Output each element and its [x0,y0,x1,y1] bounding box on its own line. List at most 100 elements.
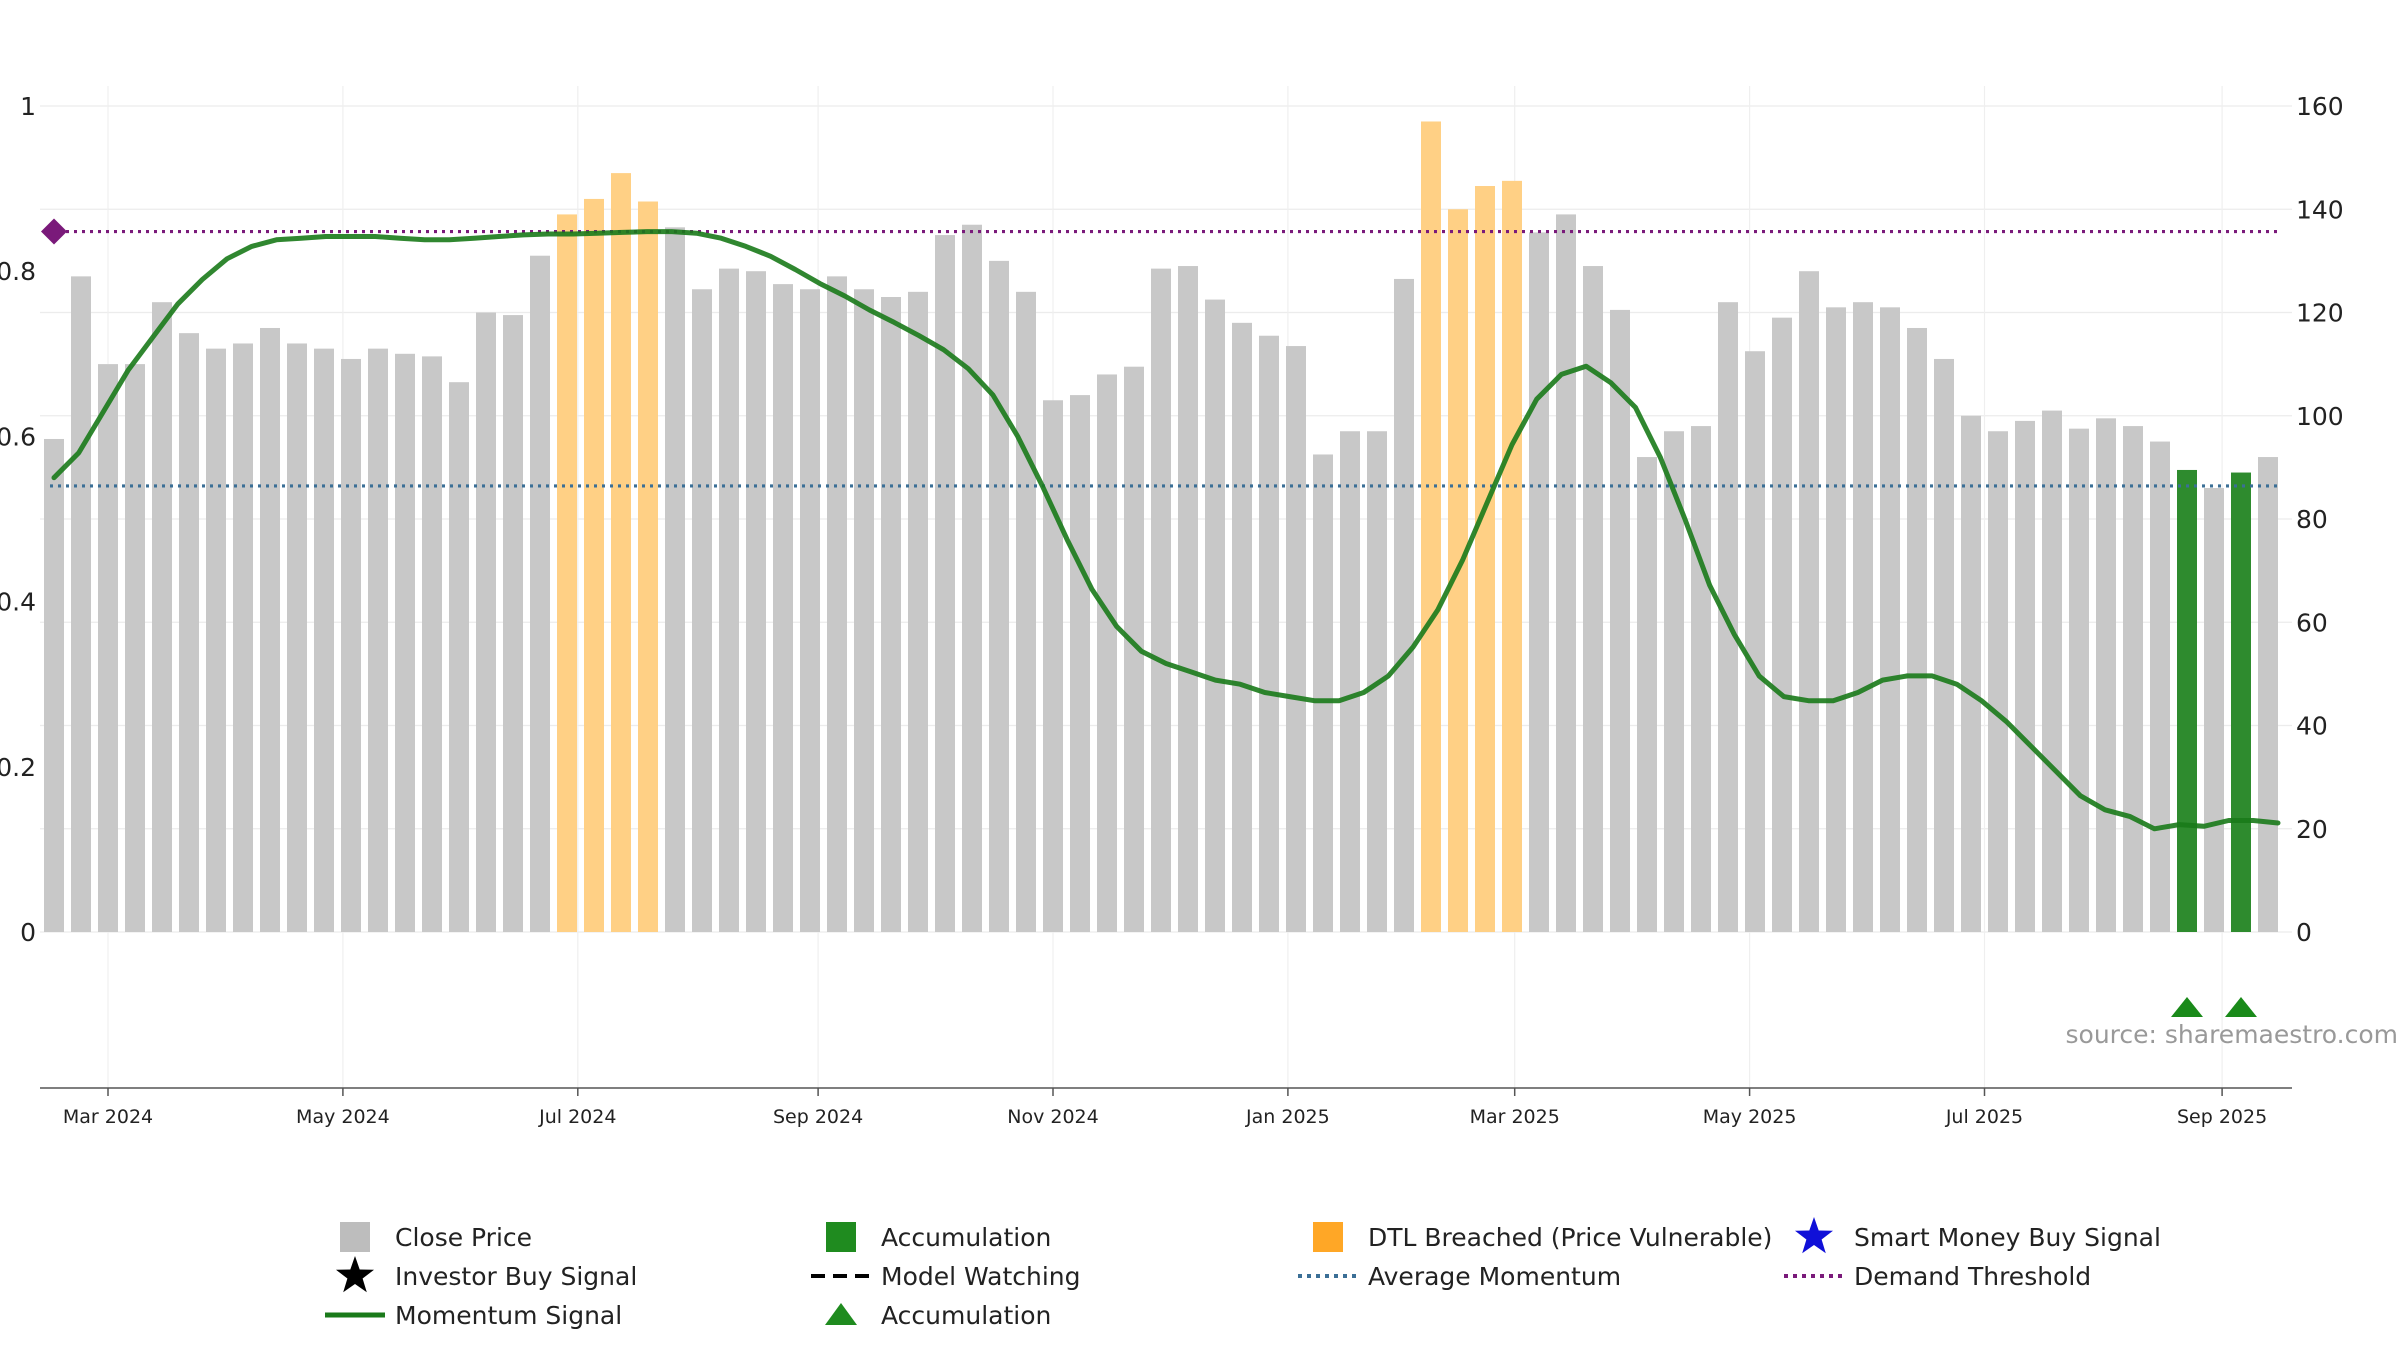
price-bar [1691,426,1711,932]
price-bar [1205,299,1225,932]
x-axis: Mar 2024 May 2024 Jul 2024 Sep 2024 Nov 2024… [40,1087,2292,1128]
x-tick-label: Mar 2025 [1470,1106,1560,1128]
source-watermark: source: sharemaestro.com [2066,1020,2399,1049]
price-bar [1745,351,1765,932]
legend-label: Accumulation [881,1223,1051,1252]
price-bar [44,438,64,932]
price-bar [881,297,901,932]
price-bar [1529,232,1549,932]
price-bar [1934,358,1954,932]
left-axis-ticks: 0 0.2 0.4 0.6 0.8 1 [0,92,36,947]
price-bar [1070,395,1090,933]
price-bar [1583,266,1603,933]
x-tick-label: Nov 2024 [1007,1106,1098,1128]
signal-lines [41,218,2281,832]
price-bar [989,260,1009,932]
price-bar [1043,400,1063,932]
left-tick-label: 0.8 [0,257,36,286]
price-bar [800,289,820,932]
x-tick-label: Jul 2024 [538,1106,616,1128]
price-bar [476,312,496,932]
price-bar [1853,302,1873,932]
price-bar [179,333,199,932]
price-bar [2015,420,2035,932]
price-bar [206,348,226,932]
left-tick-label: 1 [20,92,36,121]
left-tick-label: 0.4 [0,588,36,617]
accumulation-triangle-marker [2171,997,2203,1017]
price-bar [1340,431,1360,932]
legend-label: Accumulation [881,1301,1051,1330]
price-bar [530,255,550,932]
price-bar [1556,214,1576,933]
price-bar [665,227,685,933]
x-tick-label: May 2025 [1703,1106,1797,1128]
price-bar [233,343,253,933]
right-tick-label: 40 [2296,712,2328,741]
price-bar [962,224,982,933]
price-bar [1259,335,1279,932]
price-bar [395,353,415,932]
price-bar [2096,418,2116,932]
legend-label: Investor Buy Signal [395,1262,637,1291]
price-bar [1799,271,1819,932]
accumulation-bar [2231,472,2251,932]
price-bar [1097,374,1117,932]
price-bar [368,348,388,932]
price-bar [1637,457,1657,932]
price-bar [1610,309,1630,932]
right-tick-label: 100 [2296,402,2344,431]
price-bar [71,276,91,932]
legend: Close Price Accumulation DTL Breached (Pri… [325,1217,2161,1330]
left-tick-label: 0.2 [0,753,36,782]
right-tick-label: 20 [2296,815,2328,844]
legend-square-icon [340,1222,370,1252]
price-bar [98,364,118,932]
price-bar [2042,410,2062,932]
right-axis-ticks: 0 20 40 60 80 100 120 140 160 [2296,92,2344,947]
price-bar [1988,431,2008,932]
price-bar [152,302,172,932]
close-price-bars [44,121,2278,933]
price-bar [1151,268,1171,932]
price-bar [1394,278,1414,933]
legend-label: Smart Money Buy Signal [1854,1223,2161,1252]
price-bar [746,271,766,932]
price-bar [1124,366,1144,932]
price-bar [2069,428,2089,932]
legend-label: Model Watching [881,1262,1081,1291]
price-bar [1880,307,1900,932]
price-bar [2204,488,2224,932]
price-bar [503,315,523,932]
price-bar [1907,327,1927,932]
price-bar [1178,266,1198,933]
price-bar [422,356,442,933]
price-bar [260,327,280,932]
price-bar [854,289,874,932]
legend-star-icon [1795,1217,1833,1254]
price-bar [1313,454,1333,932]
momentum-signal-line [51,229,2281,832]
price-bar [1772,317,1792,933]
price-bar [1286,346,1306,932]
price-bar [2258,457,2278,932]
legend-label: Demand Threshold [1854,1262,2091,1291]
dtl-breached-bar [1502,180,1522,932]
dtl-breached-bar [1475,186,1495,933]
left-tick-label: 0 [20,918,36,947]
price-bar [1826,307,1846,932]
price-bar [1016,291,1036,933]
right-tick-label: 60 [2296,608,2328,637]
right-tick-label: 160 [2296,92,2344,121]
price-bar [827,276,847,932]
price-bar [125,364,145,932]
x-tick-label: Jan 2025 [1245,1106,1330,1128]
dtl-breached-bar [611,173,631,933]
price-bar [2150,441,2170,932]
price-bar [287,343,307,933]
price-bar [719,268,739,932]
legend-star-icon [336,1256,374,1293]
dtl-breached-bar [638,201,658,933]
right-tick-label: 0 [2296,918,2312,947]
dtl-breached-bar [1421,121,1441,933]
